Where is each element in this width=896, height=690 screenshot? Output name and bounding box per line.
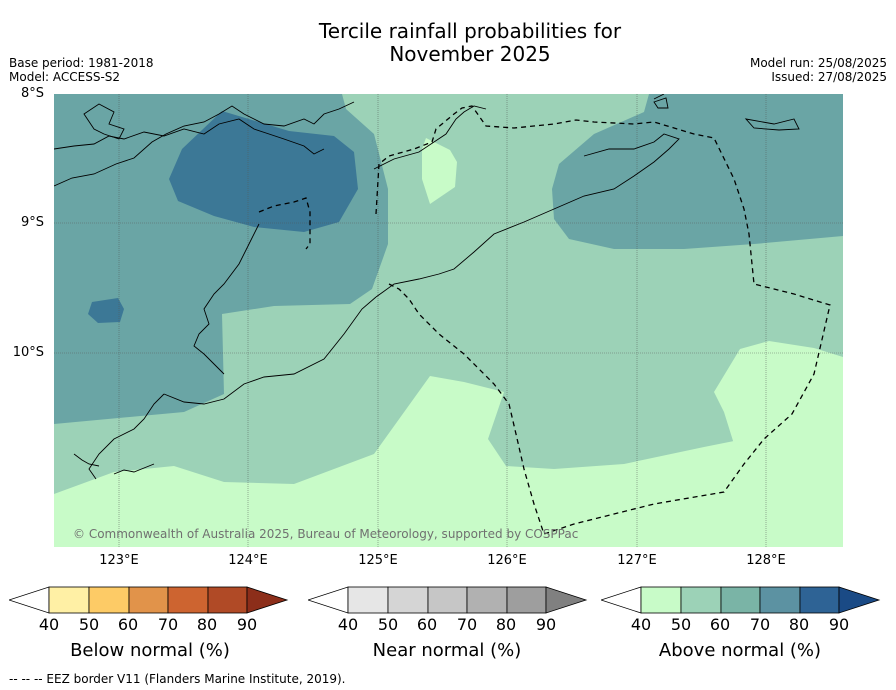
colorbar-above-normal-swatch-3 [720,586,761,614]
cbar3-tick-70: 70 [749,615,771,634]
cbar1-tick-60: 60 [117,615,139,634]
colorbar-near-normal-swatch-5 [506,586,547,614]
colorbar-below-normal-swatch-2 [88,586,130,614]
cbar3-tick-60: 60 [709,615,731,634]
colorbar-near-normal-swatch-3 [427,586,468,614]
colorbar-above-normal-swatch-4 [759,586,801,614]
model-run-info: Model run: 25/08/2025 Issued: 27/08/2025 [750,56,887,84]
coastlines [54,94,800,480]
lon-label-125e: 125°E [358,553,398,568]
cbar3-tick-50: 50 [670,615,692,634]
cbar1-tick-90: 90 [236,615,258,634]
colorbar-below-normal-swatch-5 [207,586,248,614]
base-period-info: Base period: 1981-2018 Model: ACCESS-S2 [9,56,154,84]
cbar3-tick-80: 80 [788,615,810,634]
colorbar-below-normal-swatch-1 [48,586,90,614]
gridlines [54,94,843,547]
colorbar-above-normal-swatch-5 [799,586,840,614]
map-title: Tercile rainfall probabilities for Novem… [0,20,896,66]
cbar2-tick-70: 70 [456,615,478,634]
lat-label-10s: 10°S [12,345,44,360]
model-run-text: Model run: 25/08/2025 [749,56,887,70]
colorbar-above-normal-lower-triangle [601,586,642,614]
colorbar-near-normal [308,586,588,614]
colorbar-near-normal-swatch-1 [347,586,389,614]
colorbar-below-normal-lower-triangle [9,586,50,614]
cbar1-tick-70: 70 [157,615,179,634]
cbar1-tick-40: 40 [38,615,60,634]
colorbar-below-normal-label: Below normal (%) [70,640,230,661]
lat-label-8s: 8°S [20,86,44,101]
probability-map [54,94,843,547]
colorbar-below-normal-upper-triangle [246,586,289,614]
lon-label-128e: 128°E [746,553,786,568]
eez-border [258,105,831,535]
lat-label-9s: 9°S [20,215,44,230]
region-above-50-north [422,138,457,204]
cbar2-tick-80: 80 [495,615,517,634]
issued-text: Issued: 27/08/2025 [771,70,887,84]
colorbar-above-normal-label: Above normal (%) [658,640,822,661]
colorbar-near-normal-swatch-2 [387,586,429,614]
cbar1-tick-80: 80 [196,615,218,634]
region-above-80-northwest [169,111,358,232]
region-above-80-blob [88,298,124,323]
title-line-1: Tercile rainfall probabilities for [318,19,622,43]
cbar2-tick-50: 50 [377,615,399,634]
cbar1-tick-50: 50 [78,615,100,634]
colorbar-above-normal [601,586,881,614]
copyright-notice: © Commonwealth of Australia 2025, Bureau… [73,527,579,541]
lon-label-124e: 124°E [228,553,268,568]
region-above-50-east [714,341,843,466]
base-period-text: Base period: 1981-2018 [9,56,154,70]
colorbar-near-normal-upper-triangle [545,586,588,614]
colorbar-above-normal-upper-triangle [838,586,881,614]
region-above-70-east [552,94,843,249]
lon-label-123e: 123°E [99,553,139,568]
cbar2-tick-90: 90 [535,615,557,634]
colorbar-above-normal-swatch-1 [640,586,682,614]
cbar2-tick-40: 40 [337,615,359,634]
lon-label-126e: 126°E [487,553,527,568]
cbar3-tick-90: 90 [828,615,850,634]
colorbar-near-normal-swatch-4 [466,586,508,614]
colorbar-above-normal-swatch-2 [680,586,722,614]
region-above-50-south [54,376,843,547]
cbar3-tick-40: 40 [630,615,652,634]
colorbar-below-normal-swatch-4 [167,586,209,614]
model-text: Model: ACCESS-S2 [9,70,121,84]
colorbar-below-normal [9,586,289,614]
eez-footnote: -- -- -- EEZ border V11 (Flanders Marine… [9,672,346,686]
title-line-2: November 2025 [389,42,551,66]
colorbar-near-normal-label: Near normal (%) [372,640,522,661]
lon-label-127e: 127°E [617,553,657,568]
colorbar-below-normal-swatch-3 [128,586,169,614]
cbar2-tick-60: 60 [416,615,438,634]
colorbar-near-normal-lower-triangle [308,586,349,614]
